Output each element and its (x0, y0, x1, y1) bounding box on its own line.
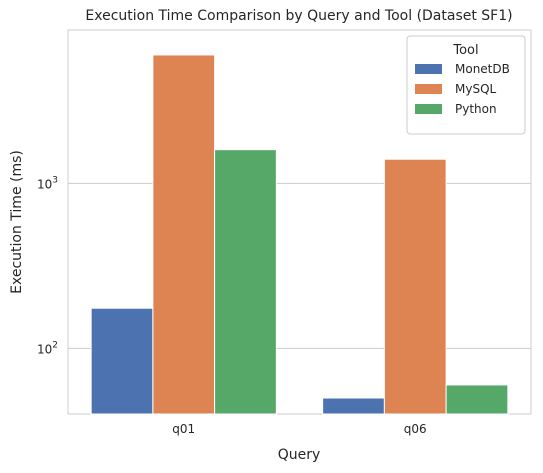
legend-swatch-mysql (415, 84, 442, 94)
y-tick-base: 10 (37, 342, 52, 356)
y-axis-label: Execution Time (ms) (9, 150, 25, 294)
y-tick-label: 102 (37, 340, 58, 356)
y-tick-exponent: 3 (52, 175, 58, 185)
legend-title: Tool (452, 43, 478, 58)
y-tick-exponent: 2 (52, 340, 58, 350)
bar-monetdb-q01 (90, 307, 154, 415)
legend-swatch-monetdb (415, 64, 442, 74)
bar-python-q06 (445, 384, 509, 415)
bars (90, 54, 509, 415)
y-tick-label: 103 (37, 175, 58, 191)
bar-mysql-q06 (383, 158, 447, 415)
legend-label-python: Python (455, 102, 497, 116)
x-tick-label: q06 (404, 422, 427, 436)
legend-label-monetdb: MonetDB (455, 62, 510, 76)
legend-items: MonetDB MySQL Python (415, 62, 510, 116)
y-tick-base: 10 (37, 177, 52, 191)
chart-title: Execution Time Comparison by Query and T… (85, 8, 512, 24)
bar-python-q01 (214, 149, 277, 415)
bar-monetdb-q06 (322, 397, 385, 415)
legend-label-mysql: MySQL (455, 82, 497, 96)
x-tick-label: q01 (172, 422, 195, 436)
legend: Tool MonetDB MySQL Python (406, 35, 526, 135)
bar-mysql-q01 (152, 54, 216, 415)
x-axis-label: Query (278, 447, 321, 463)
x-axis-ticks: q01 q06 (172, 422, 426, 436)
legend-swatch-python (415, 104, 442, 114)
